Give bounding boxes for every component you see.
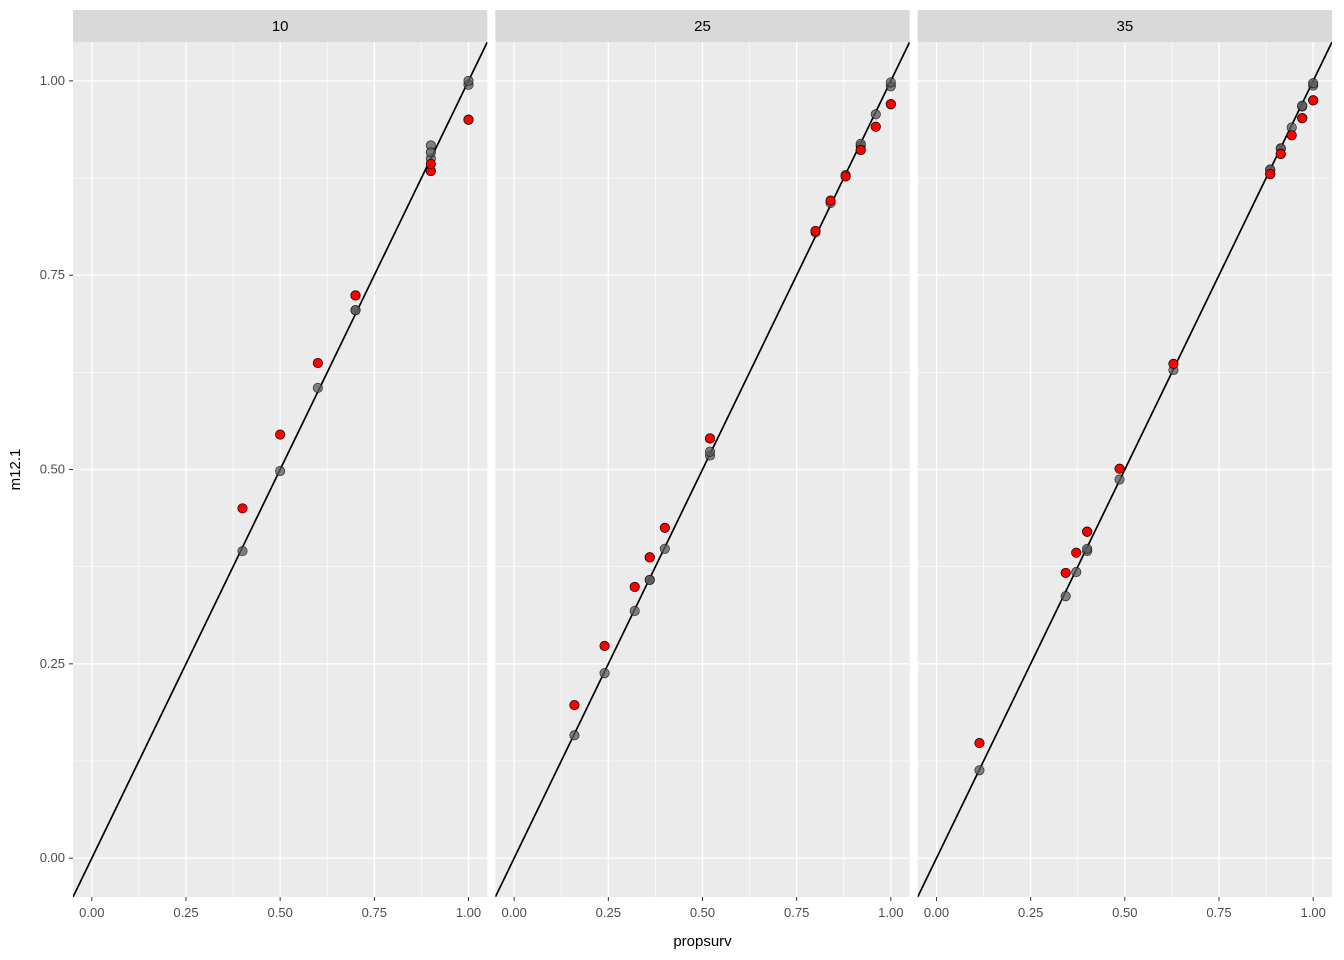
strip-label: 10 — [272, 18, 289, 35]
point-gray — [1082, 544, 1091, 553]
x-tick-label: 1.00 — [456, 905, 481, 920]
point-red — [275, 430, 284, 439]
point-red — [1298, 113, 1307, 122]
point-red — [826, 196, 835, 205]
point-gray — [1298, 101, 1307, 110]
point-red — [238, 504, 247, 513]
x-tick-label: 0.75 — [784, 905, 809, 920]
point-red — [351, 291, 360, 300]
point-red — [1276, 149, 1285, 158]
point-gray — [570, 731, 579, 740]
point-gray — [313, 383, 322, 392]
x-tick-label: 0.25 — [173, 905, 198, 920]
x-tick-label: 0.75 — [362, 905, 387, 920]
point-gray — [1072, 567, 1081, 576]
point-red — [1115, 464, 1124, 473]
point-gray — [238, 546, 247, 555]
point-red — [886, 99, 895, 108]
point-gray — [1061, 591, 1070, 600]
x-tick-label: 0.00 — [502, 905, 527, 920]
point-red — [1061, 568, 1070, 577]
y-tick-label: 0.25 — [40, 656, 65, 671]
point-red — [856, 145, 865, 154]
point-red — [630, 582, 639, 591]
point-gray — [426, 148, 435, 157]
point-red — [841, 172, 850, 181]
point-gray — [975, 766, 984, 775]
point-red — [705, 434, 714, 443]
x-tick-label: 0.75 — [1206, 905, 1231, 920]
point-gray — [705, 447, 714, 456]
point-red — [660, 523, 669, 532]
point-gray — [1308, 78, 1317, 87]
strip-label: 25 — [694, 18, 711, 35]
x-tick-label: 0.50 — [268, 905, 293, 920]
y-axis-label: m12.1 — [7, 449, 24, 491]
point-gray — [660, 544, 669, 553]
x-tick-label: 0.25 — [1018, 905, 1043, 920]
point-red — [1266, 169, 1275, 178]
point-red — [600, 641, 609, 650]
x-tick-label: 0.50 — [1112, 905, 1137, 920]
point-red — [464, 115, 473, 124]
point-red — [811, 226, 820, 235]
point-gray — [630, 606, 639, 615]
y-tick-label: 1.00 — [40, 73, 65, 88]
facet-scatter-chart: m12.1 propsurv 0.00 0.25 0.50 0.75 1.00 10 0.00 0… — [0, 0, 1344, 960]
x-axis-label: propsurv — [673, 933, 732, 950]
x-tick-label: 0.50 — [690, 905, 715, 920]
chart-svg: m12.1 propsurv 0.00 0.25 0.50 0.75 1.00 10 0.00 0… — [0, 0, 1344, 960]
y-tick-label: 0.75 — [40, 267, 65, 282]
point-red — [1072, 548, 1081, 557]
point-gray — [871, 110, 880, 119]
point-gray — [464, 76, 473, 85]
point-red — [1308, 96, 1317, 105]
x-tick-label: 1.00 — [1301, 905, 1326, 920]
point-gray — [600, 668, 609, 677]
point-red — [313, 358, 322, 367]
y-tick-label: 0.50 — [40, 462, 65, 477]
x-tick-label: 0.00 — [924, 905, 949, 920]
y-tick-label: 0.00 — [40, 850, 65, 865]
point-gray — [1115, 475, 1124, 484]
x-tick-label: 1.00 — [878, 905, 903, 920]
point-gray — [351, 305, 360, 314]
point-gray — [886, 78, 895, 87]
point-red — [975, 738, 984, 747]
point-red — [1082, 527, 1091, 536]
point-red — [871, 122, 880, 131]
point-gray — [275, 466, 284, 475]
point-gray — [645, 575, 654, 584]
point-red — [645, 553, 654, 562]
point-red — [570, 700, 579, 709]
strip-label: 35 — [1116, 18, 1133, 35]
point-red — [1169, 359, 1178, 368]
x-tick-label: 0.00 — [79, 905, 104, 920]
x-tick-label: 0.25 — [596, 905, 621, 920]
point-red — [1287, 131, 1296, 140]
point-red — [426, 159, 435, 168]
